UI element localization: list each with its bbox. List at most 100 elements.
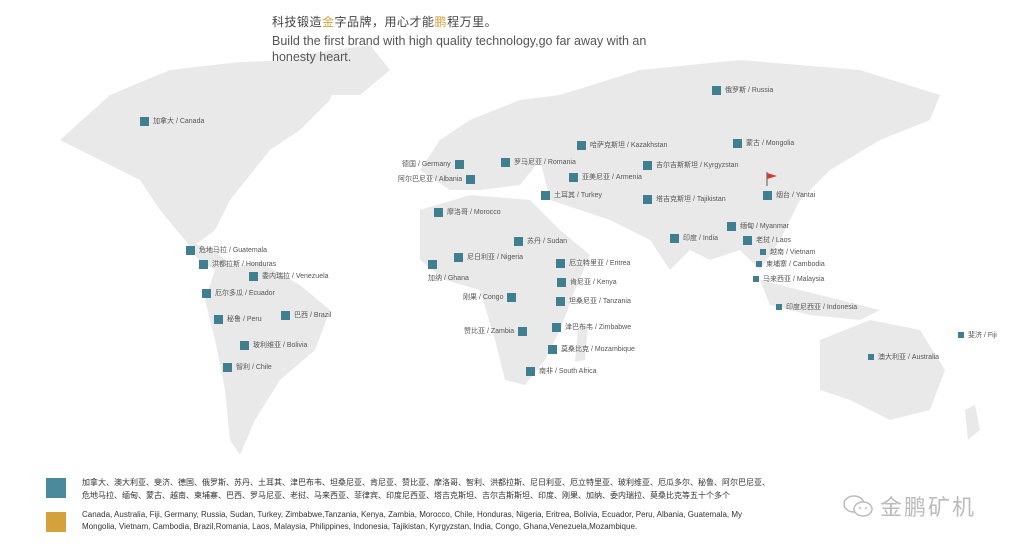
country-marker: 老挝 / Laos [743,235,791,245]
marker-label: 赞比亚 / Zambia [464,328,515,335]
marker-label: 印度 / India [683,235,719,242]
country-marker: 莫桑比克 / Mozambique [548,344,635,354]
marker-square [727,221,736,231]
country-marker: 加纳 / Ghana [428,260,469,283]
country-marker: 印度尼西亚 / Indonesia [776,302,857,312]
country-marker: 委内瑞拉 / Venezuela [249,271,329,281]
australia [820,320,945,420]
legend-swatch-teal [46,478,66,498]
country-marker: 巴西 / Brazil [281,310,331,320]
marker-label: 智利 / Chile [236,364,272,371]
country-marker: 塔吉克斯坦 / Tajikistan [643,194,726,204]
country-marker: 烟台 / Yantai [763,190,815,200]
country-marker: 柬埔寨 / Cambodia [756,259,825,269]
country-marker: 哈萨克斯坦 / Kazakhstan [577,140,667,150]
country-marker: 俄罗斯 / Russia [712,85,773,95]
marker-label: 罗马尼亚 / Romania [514,159,576,166]
country-marker: 厄立特里亚 / Eritrea [556,258,630,268]
marker-square [753,276,759,282]
flag-icon [766,172,777,186]
country-marker: 洪都拉斯 / Honduras [199,259,276,269]
marker-label: 危地马拉 / Guatemala [199,247,268,254]
marker-square [249,271,258,281]
slogan-highlight: 金 [322,15,335,29]
marker-square [577,140,586,150]
slogan-highlight: 鹏 [434,15,448,29]
country-marker: 肯尼亚 / Kenya [557,277,617,287]
marker-label: 缅甸 / Myanmar [740,223,790,230]
marker-label: 加纳 / Ghana [428,275,469,282]
marker-label: 俄罗斯 / Russia [725,87,774,94]
marker-square [868,354,874,360]
marker-square [548,344,557,354]
marker-label: 烟台 / Yantai [776,192,816,199]
marker-label: 玻利维亚 / Bolivia [253,342,308,349]
marker-square [507,292,517,302]
marker-label: 摩洛哥 / Morocco [447,209,501,216]
marker-label: 津巴布韦 / Zimbabwe [565,324,632,331]
marker-square [214,314,223,324]
marker-label: 马来西亚 / Malaysia [763,276,825,283]
marker-square [466,174,476,184]
marker-square [556,258,565,268]
watermark: 金鹏矿机 [842,490,976,522]
marker-label: 越南 / Vietnam [770,249,816,256]
marker-label: 坦桑尼亚 / Tanzania [569,298,631,305]
slogan-part: 程万里。 [447,15,498,29]
marker-square [454,252,463,262]
country-marker: 阿尔巴尼亚 / Albania [398,174,476,184]
marker-square [552,322,561,332]
marker-label: 斐济 / Fiji [968,332,997,339]
marker-square [743,235,752,245]
marker-label: 巴西 / Brazil [294,312,332,319]
country-marker: 智利 / Chile [223,362,272,372]
marker-label: 澳大利亚 / Australia [878,354,940,361]
marker-square [556,296,565,306]
country-marker: 玻利维亚 / Bolivia [240,340,307,350]
country-marker: 秘鲁 / Peru [214,314,262,324]
legend-en-line2: Mongolia, Vietnam, Cambodia, Brazil,Roma… [82,522,638,531]
marker-label: 委内瑞拉 / Venezuela [262,273,329,280]
marker-label: 土耳其 / Turkey [554,192,602,199]
marker-square [569,172,578,182]
marker-label: 洪都拉斯 / Honduras [212,261,277,268]
marker-label: 莫桑比克 / Mozambique [561,346,635,353]
marker-square [518,326,528,336]
marker-square [186,245,195,255]
country-marker: 越南 / Vietnam [760,247,815,257]
country-marker: 斐济 / Fiji [958,330,997,340]
marker-label: 加拿大 / Canada [153,118,205,125]
marker-label: 印度尼西亚 / Indonesia [786,304,858,311]
marker-label: 塔吉克斯坦 / Tajikistan [656,196,726,203]
marker-label: 秘鲁 / Peru [227,316,262,323]
slogan-part: 科技锻造 [272,15,323,29]
marker-square [760,249,766,255]
country-marker: 加拿大 / Canada [140,116,204,126]
country-marker: 危地马拉 / Guatemala [186,245,267,255]
asia [540,60,940,270]
north-america [60,60,340,245]
south-america [205,262,330,455]
marker-label: 亚美尼亚 / Armenia [582,174,642,181]
wechat-icon [843,495,873,517]
legend-swatch-gold [46,512,66,532]
greenland [300,45,390,95]
country-marker: 蒙古 / Mongolia [733,138,794,148]
marker-label: 南非 / South Africa [539,368,597,375]
marker-square [240,340,249,350]
country-marker: 缅甸 / Myanmar [727,221,789,231]
country-marker: 吉尔吉斯斯坦 / Kyrgyzstan [643,160,738,170]
country-marker: 澳大利亚 / Australia [868,352,939,362]
marker-square [763,190,772,200]
watermark-text: 金鹏矿机 [880,496,977,521]
country-marker: 罗马尼亚 / Romania [501,157,576,167]
slogan-chinese: 科技锻造金字品牌，用心才能鹏程万里。 [272,13,497,30]
marker-square [428,260,437,269]
country-marker: 摩洛哥 / Morocco [434,207,501,217]
madagascar [575,325,588,362]
marker-square [712,85,721,95]
country-marker: 亚美尼亚 / Armenia [569,172,642,182]
marker-label: 德国 / Germany [402,161,451,168]
marker-square [281,310,290,320]
slogan-english: Build the first brand with high quality … [272,34,647,64]
